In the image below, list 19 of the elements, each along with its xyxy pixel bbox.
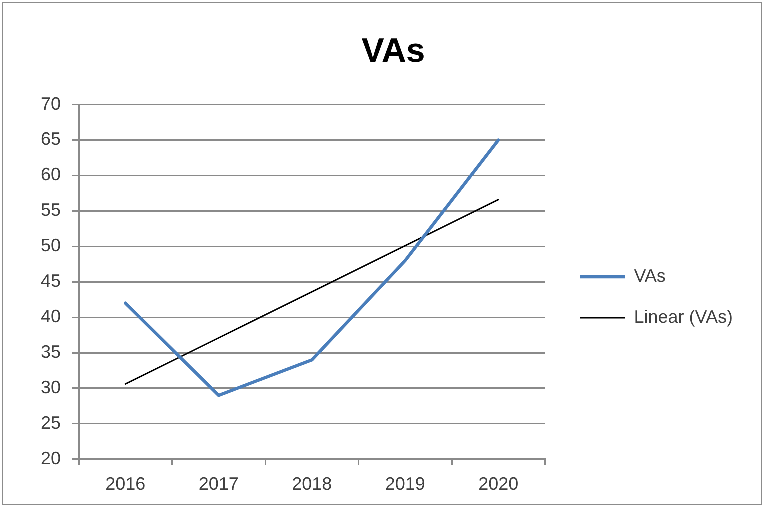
y-tick-label: 55: [40, 200, 61, 220]
y-tick-label: 45: [40, 271, 61, 292]
y-tick-label: 60: [40, 164, 61, 185]
y-tick-label: 35: [40, 342, 61, 362]
x-tick-label: 2017: [198, 474, 239, 494]
x-tick-label: 2020: [478, 474, 519, 494]
legend-label: Linear (VAs): [634, 306, 733, 327]
x-tick-label: 2019: [385, 474, 426, 494]
x-tick-label: 2018: [292, 474, 332, 494]
y-tick-label: 20: [40, 448, 61, 468]
y-tick-label: 25: [40, 412, 61, 433]
y-tick-label: 65: [40, 129, 61, 150]
chart-title: VAs: [362, 32, 426, 70]
x-tick-label: 2016: [106, 474, 146, 494]
y-tick-label: 30: [40, 377, 61, 398]
y-tick-label: 50: [40, 236, 61, 256]
legend-label: VAs: [634, 266, 666, 286]
y-tick-label: 70: [40, 94, 61, 114]
y-tick-label: 40: [40, 306, 61, 327]
